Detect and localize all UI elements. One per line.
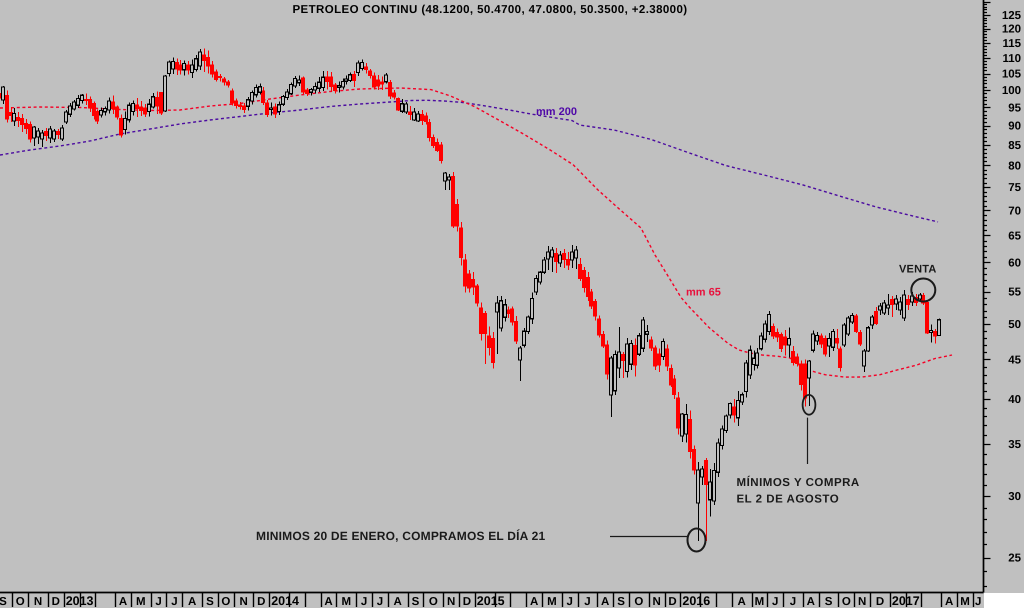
svg-text:D: D: [668, 596, 676, 608]
svg-text:N: N: [858, 596, 866, 608]
svg-text:O: O: [221, 596, 230, 608]
svg-text:A: A: [945, 596, 953, 608]
svg-text:J: J: [584, 596, 590, 608]
svg-text:O: O: [842, 596, 851, 608]
svg-text:25: 25: [1008, 553, 1021, 565]
svg-text:O: O: [429, 596, 438, 608]
svg-text:J: J: [155, 596, 161, 608]
svg-text:mm 200: mm 200: [536, 106, 577, 118]
svg-text:J: J: [975, 596, 981, 608]
svg-text:30: 30: [1008, 491, 1021, 503]
svg-text:90: 90: [1008, 121, 1021, 133]
svg-text:S: S: [206, 596, 214, 608]
svg-text:2014: 2014: [271, 594, 299, 608]
svg-text:D: D: [257, 596, 265, 608]
svg-text:A: A: [188, 596, 196, 608]
svg-text:A: A: [530, 596, 538, 608]
svg-text:110: 110: [1002, 53, 1021, 65]
svg-text:70: 70: [1008, 205, 1021, 217]
svg-text:120: 120: [1002, 24, 1021, 36]
svg-text:MINIMOS 20 DE ENERO, COMPRAMOS: MINIMOS 20 DE ENERO, COMPRAMOS EL DÍA 21: [256, 529, 546, 543]
svg-text:45: 45: [1008, 354, 1021, 366]
svg-text:S: S: [0, 596, 7, 608]
svg-text:105: 105: [1002, 69, 1022, 81]
svg-text:J: J: [171, 596, 177, 608]
svg-text:MÍNIMOS Y COMPRA: MÍNIMOS Y COMPRA: [737, 475, 860, 489]
svg-text:M: M: [342, 596, 352, 608]
svg-text:85: 85: [1008, 140, 1021, 152]
svg-text:60: 60: [1008, 257, 1021, 269]
svg-text:VENTA: VENTA: [899, 264, 936, 276]
svg-text:N: N: [447, 596, 455, 608]
svg-text:PETROLEO CONTINU (48.1200, 50.: PETROLEO CONTINU (48.1200, 50.4700, 47.0…: [292, 4, 687, 16]
svg-text:A: A: [119, 596, 127, 608]
svg-text:S: S: [825, 596, 833, 608]
svg-text:100: 100: [1002, 85, 1021, 97]
svg-text:O: O: [16, 596, 25, 608]
svg-text:A: A: [737, 596, 745, 608]
svg-text:75: 75: [1008, 182, 1021, 194]
svg-text:mm 65: mm 65: [686, 287, 721, 299]
svg-text:115: 115: [1002, 38, 1021, 50]
svg-text:J: J: [361, 596, 367, 608]
svg-text:N: N: [34, 596, 42, 608]
svg-text:J: J: [377, 596, 383, 608]
svg-text:A: A: [807, 596, 815, 608]
svg-text:M: M: [755, 596, 765, 608]
svg-text:N: N: [652, 596, 660, 608]
svg-text:35: 35: [1008, 439, 1021, 451]
svg-text:65: 65: [1008, 230, 1021, 242]
svg-text:D: D: [463, 596, 471, 608]
svg-text:M: M: [547, 596, 557, 608]
svg-text:O: O: [634, 596, 643, 608]
svg-text:125: 125: [1002, 10, 1022, 22]
svg-text:80: 80: [1008, 160, 1021, 172]
svg-text:N: N: [239, 596, 247, 608]
svg-text:2015: 2015: [477, 594, 505, 608]
svg-text:M: M: [136, 596, 146, 608]
svg-text:2013: 2013: [66, 594, 94, 608]
svg-text:A: A: [601, 596, 609, 608]
svg-text:55: 55: [1008, 287, 1021, 299]
svg-text:J: J: [566, 596, 572, 608]
svg-text:2016: 2016: [682, 594, 710, 608]
svg-text:A: A: [324, 596, 332, 608]
svg-text:95: 95: [1008, 102, 1021, 114]
svg-text:D: D: [52, 596, 60, 608]
svg-text:S: S: [412, 596, 420, 608]
svg-text:D: D: [876, 596, 884, 608]
svg-text:J: J: [790, 596, 796, 608]
svg-text:2017: 2017: [892, 594, 920, 608]
svg-text:EL 2 DE AGOSTO: EL 2 DE AGOSTO: [737, 494, 840, 506]
svg-text:M: M: [960, 596, 970, 608]
svg-text:40: 40: [1008, 394, 1021, 406]
svg-text:J: J: [772, 596, 778, 608]
svg-text:S: S: [617, 596, 625, 608]
svg-text:A: A: [394, 596, 402, 608]
svg-text:50: 50: [1008, 319, 1021, 331]
